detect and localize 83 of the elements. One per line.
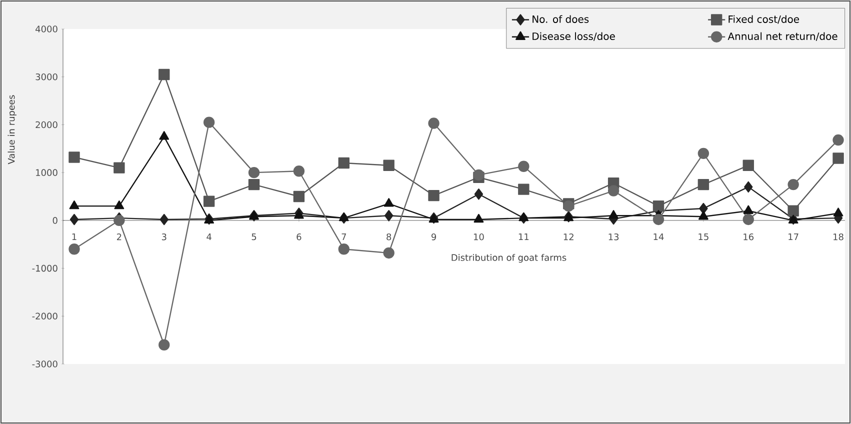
point	[518, 160, 530, 172]
point	[698, 178, 710, 190]
point	[160, 214, 168, 226]
point	[114, 200, 124, 210]
point	[384, 198, 394, 207]
point	[652, 200, 664, 212]
x-axis-title: Distribution of goat farms	[452, 254, 566, 263]
point	[699, 202, 708, 214]
y-tick-label: -3000	[32, 360, 58, 368]
point	[832, 152, 844, 164]
point	[248, 178, 260, 190]
point	[294, 210, 304, 219]
point	[293, 190, 305, 202]
x-tick-label: 6	[296, 233, 302, 240]
point	[608, 185, 620, 196]
point	[338, 157, 350, 169]
x-tick-label: 2	[116, 233, 122, 240]
legend-label: Fixed cost/doe	[728, 15, 800, 24]
legend-label: Disease loss/doe	[532, 32, 615, 41]
point	[68, 152, 80, 163]
x-tick-label: 12	[564, 233, 574, 240]
point	[788, 178, 799, 190]
point	[743, 205, 754, 214]
x-tick-label: 10	[474, 233, 484, 240]
point	[158, 68, 170, 80]
point	[383, 160, 394, 171]
x-tick-label: 4	[206, 233, 212, 240]
y-tick-label: 3000	[36, 73, 58, 80]
point	[159, 131, 170, 140]
point	[833, 208, 844, 216]
point	[563, 200, 574, 212]
point	[518, 184, 530, 195]
point	[742, 160, 754, 171]
point	[698, 148, 710, 160]
y-tick-label: 0	[52, 217, 58, 224]
point	[114, 214, 125, 226]
x-tick-label: 3	[162, 233, 166, 240]
legend-label: No. of does	[532, 15, 589, 23]
point	[473, 169, 484, 181]
x-tick-label: 18	[834, 233, 844, 240]
point	[384, 210, 394, 222]
point	[428, 190, 440, 202]
x-tick-label: 11	[518, 233, 529, 240]
point	[652, 214, 664, 226]
y-axis-title: Value in rupees	[8, 95, 16, 164]
x-tick-label: 16	[744, 233, 754, 240]
point	[383, 247, 394, 259]
x-tick-label: 8	[386, 233, 392, 240]
x-tick-label: 13	[608, 233, 619, 240]
x-tick-label: 1	[72, 233, 76, 240]
point	[474, 214, 484, 223]
point	[338, 212, 349, 222]
point	[518, 212, 529, 222]
x-tick-label: 15	[698, 233, 708, 240]
point	[158, 339, 170, 350]
point	[788, 205, 799, 216]
point	[248, 166, 260, 178]
point	[293, 166, 305, 177]
x-tick-label: 17	[788, 233, 798, 240]
point	[744, 181, 753, 193]
point	[114, 162, 125, 174]
x-tick-label: 5	[252, 233, 256, 240]
point	[474, 188, 484, 200]
point	[832, 134, 844, 146]
y-tick-label: -1000	[32, 264, 58, 272]
point	[428, 118, 440, 129]
legend-label: Annual net return/doe	[728, 32, 838, 41]
y-tick-label: 4000	[36, 26, 58, 32]
point	[68, 244, 80, 255]
x-tick-label: 9	[431, 233, 436, 240]
point	[70, 214, 79, 226]
x-tick-label: 14	[654, 233, 664, 240]
point	[338, 244, 350, 255]
point	[698, 211, 708, 220]
y-tick-label: 2000	[36, 121, 58, 128]
y-tick-label: -2000	[32, 312, 58, 320]
point	[203, 116, 215, 128]
point	[69, 200, 80, 210]
point	[203, 196, 215, 207]
point	[608, 210, 618, 219]
x-tick-label: 7	[342, 233, 346, 240]
point	[742, 214, 754, 226]
y-tick-label: 1000	[36, 169, 58, 176]
